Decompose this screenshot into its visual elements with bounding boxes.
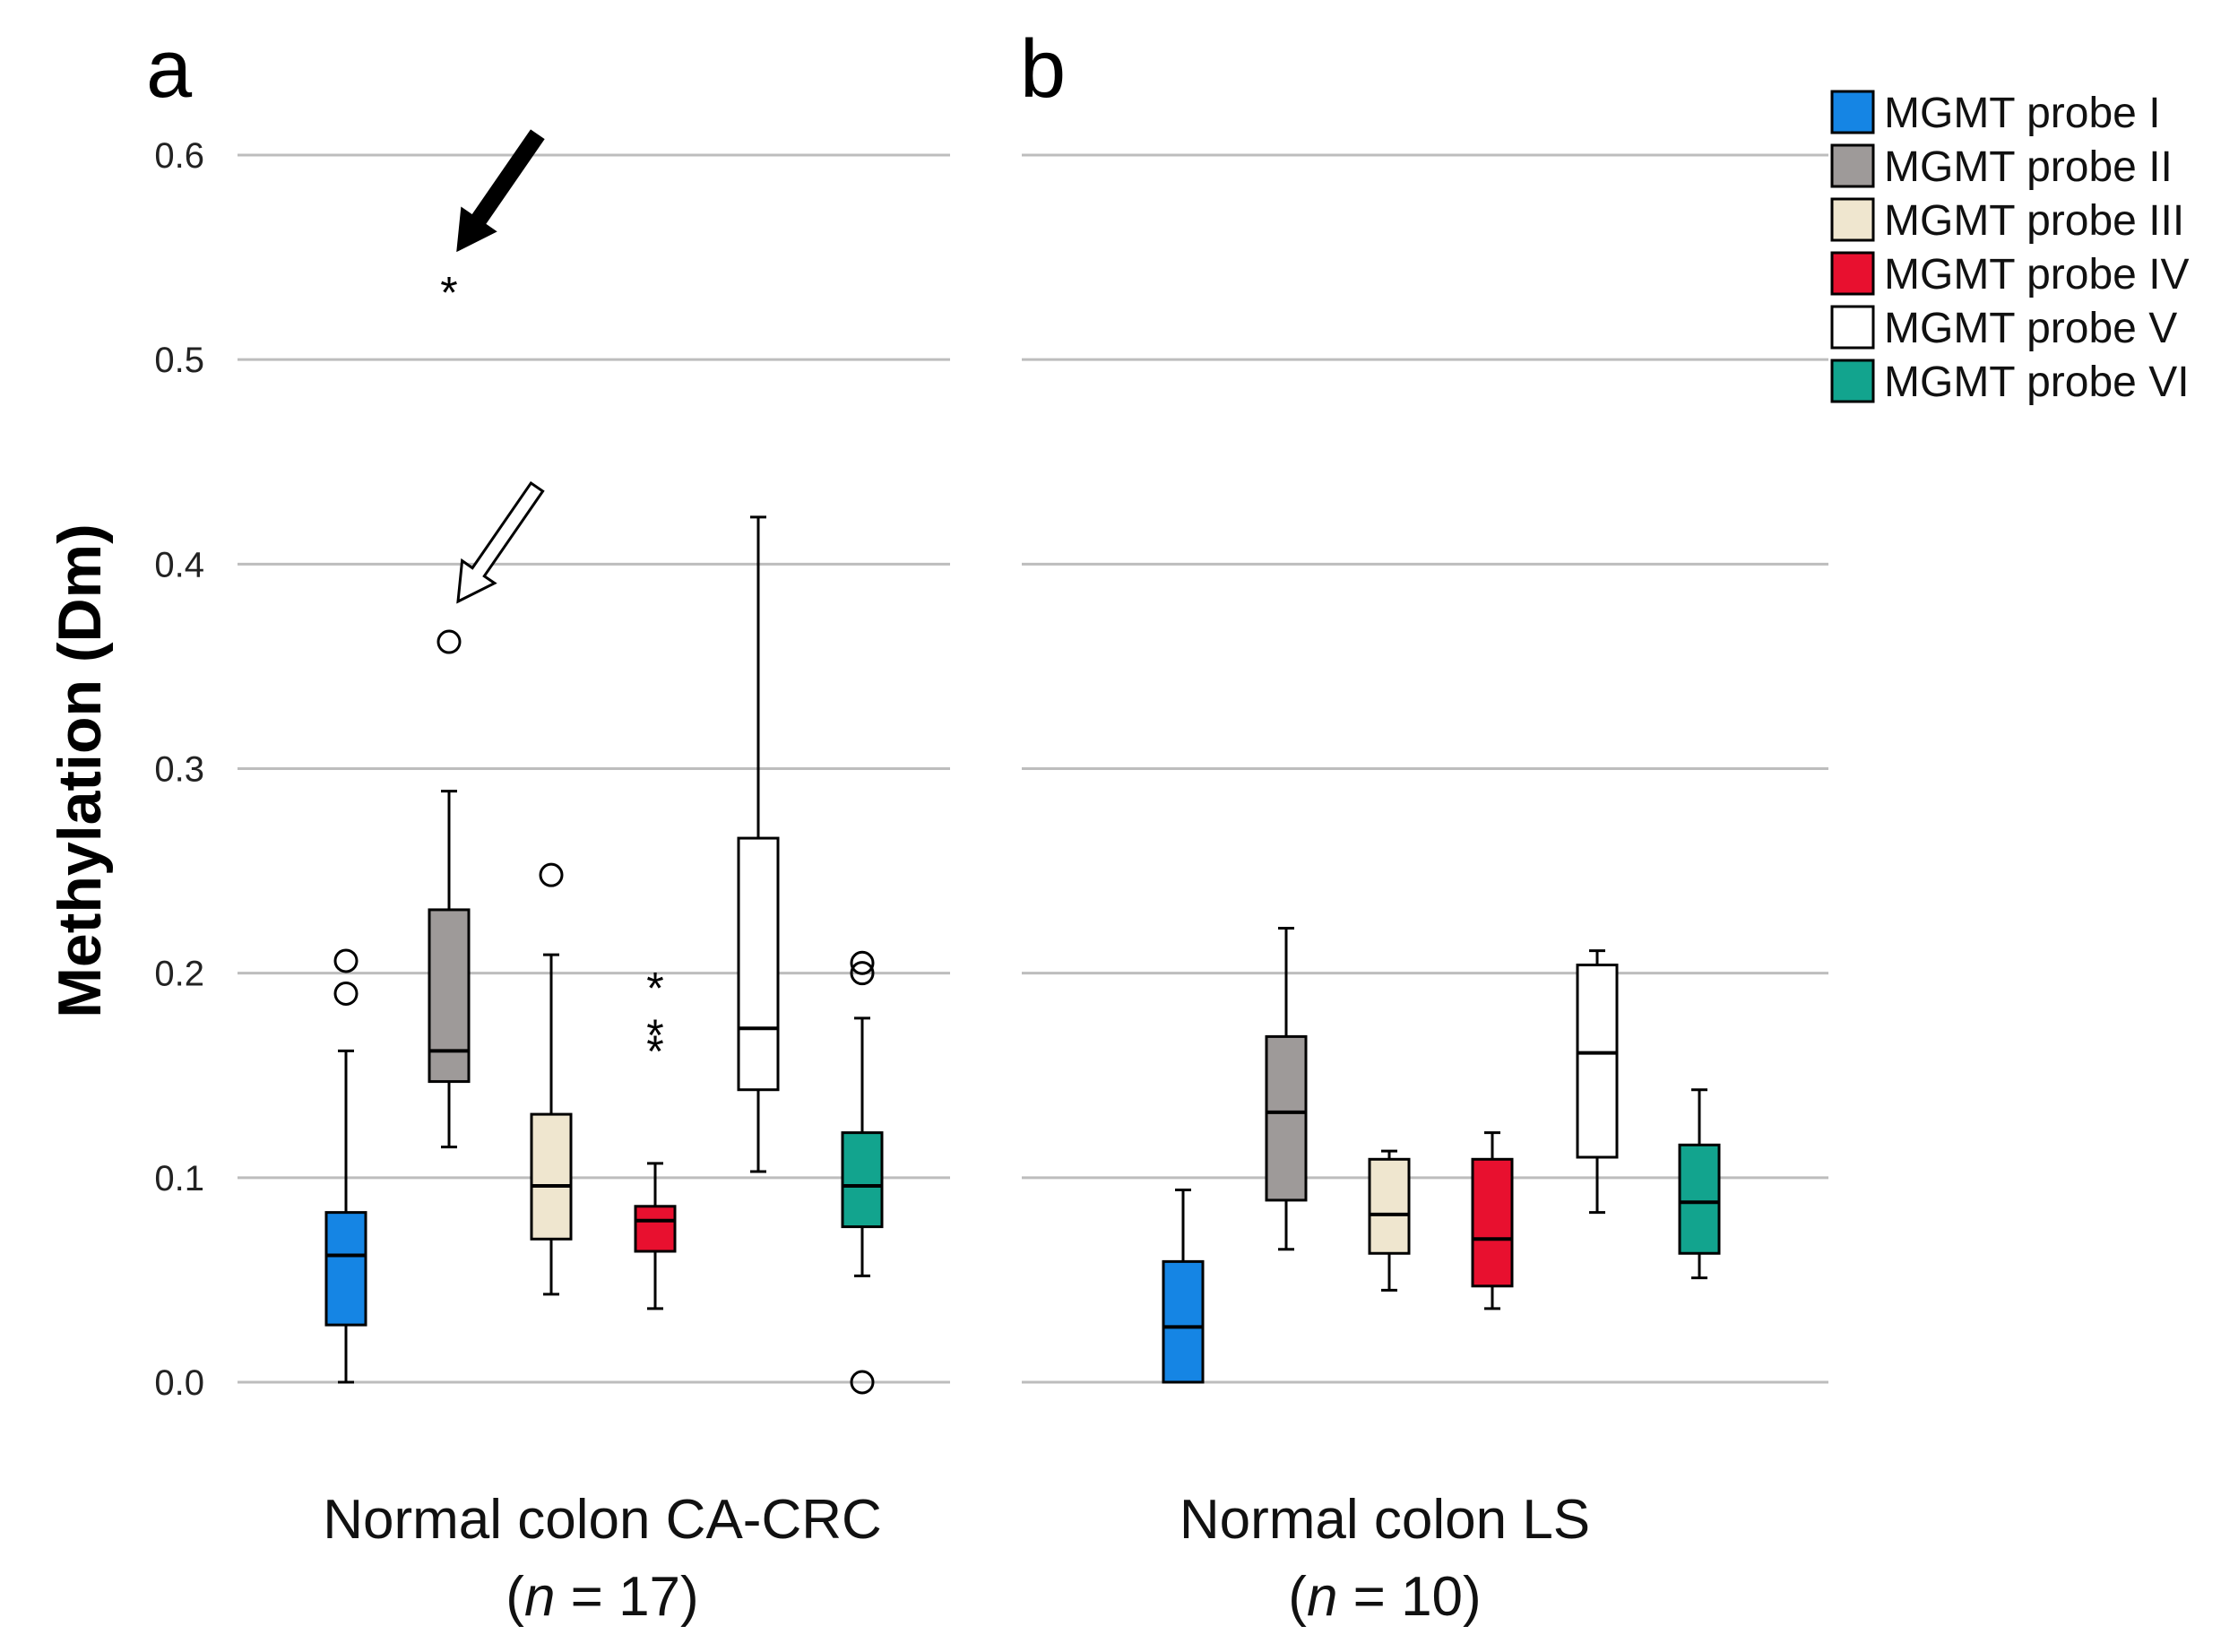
y-tick-label: 0.3	[154, 750, 204, 790]
group-n-value: = 17)	[555, 1566, 698, 1628]
panel-label-a: a	[146, 23, 193, 115]
box-mgmt-probe-vi	[841, 950, 884, 1395]
legend-item: MGMT probe I	[1830, 90, 2161, 137]
group-n-symbol: n	[1307, 1566, 1337, 1628]
box-iqr	[1368, 1157, 1411, 1255]
y-tick-label: 0.0	[154, 1363, 204, 1403]
box-mgmt-probe-ii: *	[428, 268, 471, 1149]
boxplot-marks: ****	[324, 268, 1721, 1395]
legend-item: MGMT probe IV	[1830, 251, 2190, 298]
group-n-prefix: (	[1288, 1566, 1307, 1628]
box-mgmt-probe-v	[737, 515, 780, 1173]
group-n-ls: (n = 10)	[1288, 1566, 1481, 1628]
y-tick-label: 0.4	[154, 545, 204, 584]
legend-label: MGMT probe II	[1884, 143, 2173, 191]
outlier-circle	[333, 981, 359, 1006]
box-mgmt-probe-i	[324, 948, 367, 1384]
box-iqr	[1576, 964, 1619, 1159]
legend-swatch	[1830, 359, 1875, 403]
outlier-circle	[333, 948, 359, 973]
filled-arrow	[456, 129, 545, 253]
legend-item: MGMT probe II	[1830, 143, 2173, 191]
annotation-arrows	[456, 129, 545, 604]
outlier-circle	[850, 961, 875, 986]
legend-item: MGMT probe VI	[1830, 359, 2190, 406]
legend-swatch	[1830, 143, 1875, 188]
y-tick-label: 0.5	[154, 341, 204, 380]
y-tick-label: 0.6	[154, 136, 204, 176]
box-iqr	[1162, 1259, 1205, 1384]
group-n-cacrc: (n = 17)	[506, 1566, 698, 1628]
legend-label: MGMT probe I	[1884, 90, 2161, 137]
box-mgmt-probe-vi	[1678, 1088, 1721, 1280]
outlier-circle	[850, 950, 875, 975]
legend-swatch	[1830, 197, 1875, 242]
outlier-circle	[850, 1370, 875, 1395]
group-label-ls: Normal colon LS	[1180, 1489, 1590, 1551]
box-iqr	[841, 1131, 884, 1229]
outlier-star: *	[440, 268, 457, 318]
box-mgmt-probe-i	[1162, 1189, 1205, 1384]
outlier-circle	[436, 629, 462, 654]
box-mgmt-probe-iv	[1471, 1131, 1514, 1310]
legend-swatch	[1830, 305, 1875, 350]
group-n-prefix: (	[506, 1566, 524, 1628]
y-axis-label: Methylation (Dm)	[46, 523, 114, 1018]
outlier-star: *	[646, 1010, 663, 1060]
box-iqr	[324, 1211, 367, 1327]
box-mgmt-probe-iii	[1368, 1149, 1411, 1292]
y-tick-label: 0.1	[154, 1159, 204, 1198]
group-n-value: = 10)	[1337, 1566, 1481, 1628]
box-mgmt-probe-v	[1576, 949, 1619, 1215]
legend-label: MGMT probe IV	[1884, 251, 2190, 298]
panel-label-b: b	[1020, 23, 1066, 115]
outlier-star: *	[646, 1026, 663, 1077]
y-tick-label: 0.2	[154, 955, 204, 994]
outlier-circle	[539, 862, 564, 887]
group-label-cacrc: Normal colon CA-CRC	[323, 1489, 882, 1551]
legend-label: MGMT probe III	[1884, 197, 2184, 245]
outlier-star: *	[646, 963, 663, 1013]
legend-item: MGMT probe V	[1830, 305, 2177, 352]
box-mgmt-probe-ii	[1265, 926, 1308, 1251]
box-iqr	[1471, 1157, 1514, 1288]
legend: MGMT probe I MGMT probe II MGMT probe II…	[1830, 90, 2190, 406]
group-n-symbol: n	[524, 1566, 555, 1628]
gridlines	[238, 153, 1828, 1384]
box-iqr	[530, 1112, 573, 1241]
box-iqr	[737, 836, 780, 1092]
legend-swatch	[1830, 251, 1875, 296]
box-iqr	[428, 908, 471, 1084]
box-iqr	[634, 1205, 677, 1253]
box-iqr	[1678, 1143, 1721, 1255]
legend-swatch	[1830, 90, 1875, 134]
box-iqr	[1265, 1034, 1308, 1202]
legend-item: MGMT probe III	[1830, 197, 2184, 245]
legend-label: MGMT probe V	[1884, 305, 2177, 352]
open-arrow	[456, 480, 545, 604]
y-tick-labels: 0.0 0.1 0.2 0.3 0.4 0.5 0.6	[154, 136, 204, 1403]
box-mgmt-probe-iii	[530, 862, 573, 1296]
legend-label: MGMT probe VI	[1884, 359, 2190, 406]
box-mgmt-probe-iv: ***	[634, 963, 677, 1310]
